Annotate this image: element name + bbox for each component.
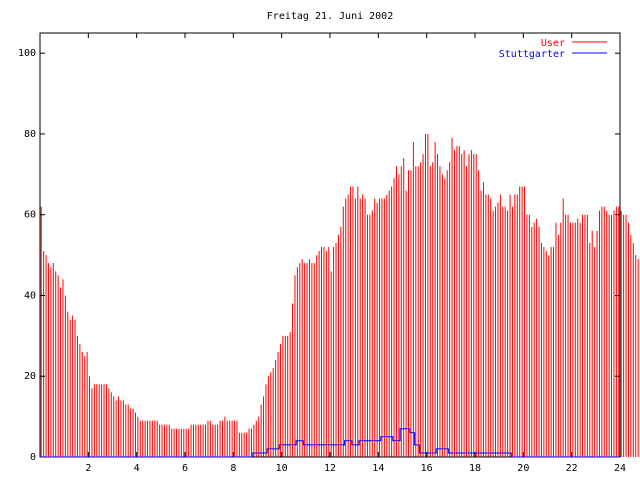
x-tick-label: 12 [324,463,336,474]
y-tick-label: 80 [24,129,36,140]
y-tick-label: 20 [24,371,36,382]
x-tick-label: 2 [85,463,91,474]
y-tick-label: 40 [24,290,36,301]
x-tick-label: 4 [134,463,140,474]
x-tick-label: 14 [372,463,384,474]
x-tick-label: 8 [230,463,236,474]
user-series-bars [40,133,639,457]
chart-title: Freitag 21. Juni 2002 [267,11,393,22]
y-tick-label: 100 [18,48,36,59]
legend-label: Stuttgarter [499,49,565,60]
x-tick-label: 18 [469,463,481,474]
x-tick-label: 20 [517,463,529,474]
x-tick-label: 22 [566,463,578,474]
x-tick-label: 10 [276,463,288,474]
x-tick-label: 6 [182,463,188,474]
y-tick-label: 60 [24,210,36,221]
legend-label: User [541,38,565,49]
x-tick-label: 24 [614,463,626,474]
y-tick-label: 0 [30,452,36,463]
x-tick-label: 16 [421,463,433,474]
stuttgarter-series-line-group [40,428,620,458]
stuttgarter-line [40,428,620,458]
